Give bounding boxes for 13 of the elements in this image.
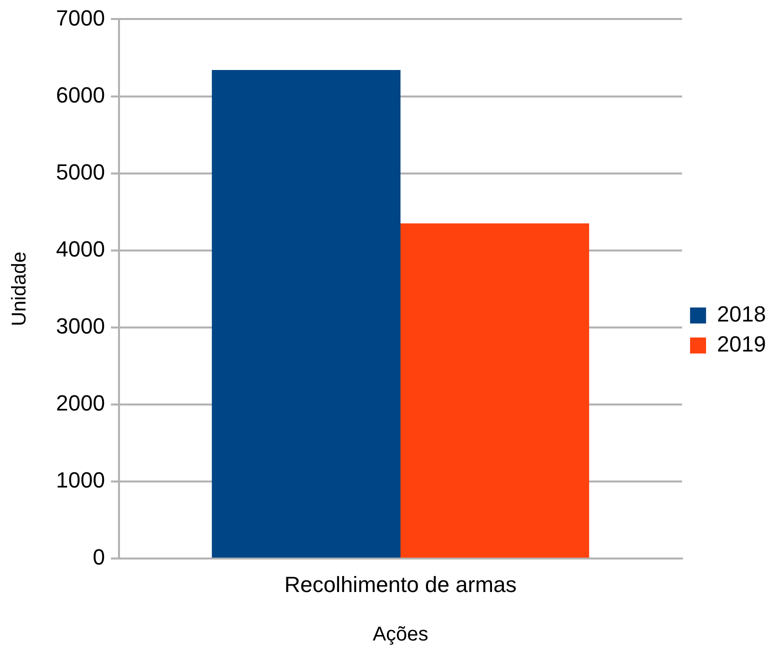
y-tick-label: 1000 — [56, 468, 105, 493]
y-tick-label: 0 — [92, 544, 105, 570]
legend-label: 2019 — [717, 332, 766, 357]
y-axis-title: Unidade — [8, 252, 31, 326]
x-axis-title: Ações — [372, 624, 428, 646]
y-tick-label: 7000 — [56, 5, 105, 30]
y-tick-label: 5000 — [56, 159, 105, 184]
y-tick-label: 3000 — [56, 313, 105, 338]
x-tick-label: Recolhimento de armas — [284, 572, 517, 597]
y-tick-label: 4000 — [56, 236, 105, 262]
y-tick-label: 6000 — [56, 82, 105, 108]
legend-label: 2018 — [717, 302, 766, 327]
y-tick-label: 2000 — [56, 390, 105, 416]
